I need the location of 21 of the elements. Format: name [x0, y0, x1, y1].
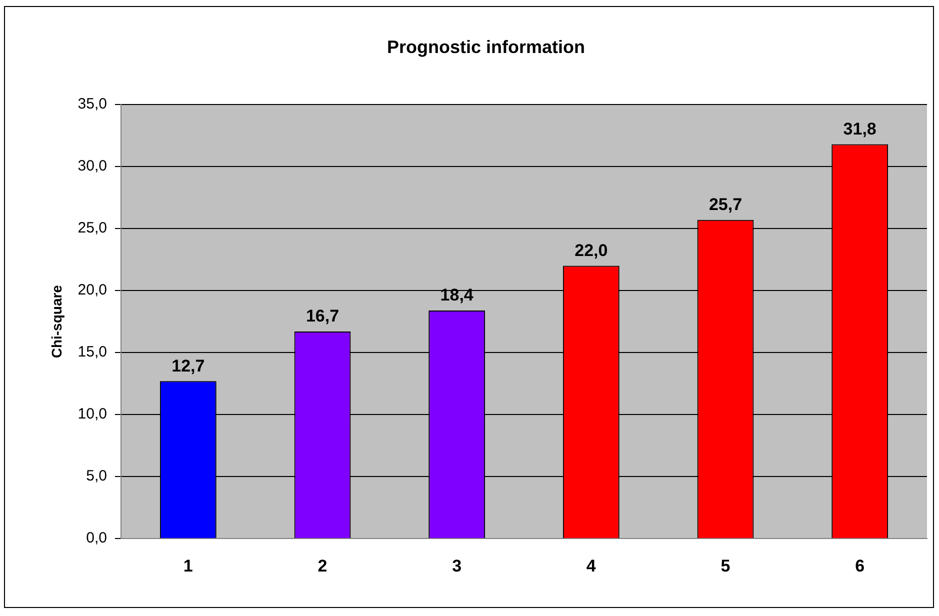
- data-label: 12,7: [172, 356, 205, 376]
- x-tick-label: 6: [855, 556, 865, 576]
- y-tick-label: 0,0: [86, 530, 107, 547]
- chart-title: Prognostic information: [387, 36, 585, 57]
- x-tick-label: 3: [452, 556, 462, 576]
- y-axis-title: Chi-square: [48, 284, 64, 358]
- x-tick-label: 5: [720, 556, 730, 576]
- y-tick-label: 5,0: [86, 468, 107, 485]
- x-tick-label: 1: [183, 556, 193, 576]
- y-tick-label: 15,0: [78, 344, 107, 361]
- data-label: 22,0: [574, 240, 608, 260]
- y-tick-label: 35,0: [78, 96, 107, 113]
- y-tick-label: 10,0: [78, 406, 107, 423]
- y-tick-label: 30,0: [78, 158, 107, 175]
- y-tick-label: 20,0: [78, 282, 107, 299]
- data-label: 25,7: [708, 195, 742, 214]
- data-label: 31,8: [843, 119, 876, 138]
- x-tick-label: 4: [586, 556, 596, 576]
- data-label: 16,7: [306, 306, 340, 326]
- x-tick-label: 2: [318, 556, 328, 576]
- y-tick-label: 25,0: [78, 220, 107, 237]
